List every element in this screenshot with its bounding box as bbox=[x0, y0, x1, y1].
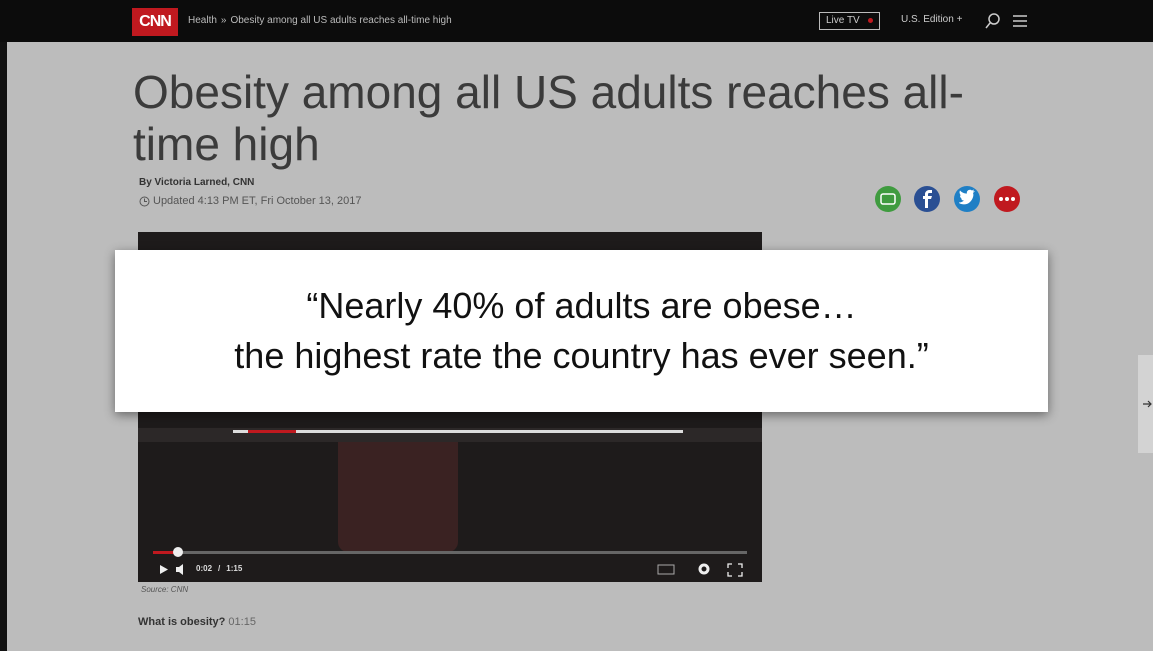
live-tv-label[interactable]: Live TV bbox=[826, 15, 860, 26]
quote-line: “Nearly 40% of adults are obese… bbox=[306, 285, 857, 326]
updated: Updated 4:13 PM ET, Fri October 13, 2017 bbox=[139, 195, 362, 207]
quote-card: “Nearly 40% of adults are obese… the hig… bbox=[115, 250, 1048, 412]
next-arrow bbox=[1143, 400, 1152, 408]
frame-edge bbox=[0, 0, 7, 651]
video-time: 0:02 / 1:15 bbox=[196, 564, 248, 573]
logo[interactable]: CNN bbox=[132, 8, 178, 36]
next-tab[interactable] bbox=[1138, 355, 1153, 453]
email-glyph bbox=[880, 193, 896, 205]
live-tv[interactable]: Live TV bbox=[819, 12, 880, 30]
volume-button[interactable] bbox=[176, 564, 183, 575]
current-time: 0:02 bbox=[196, 564, 213, 573]
progress-handle[interactable] bbox=[173, 547, 183, 557]
search-icon[interactable] bbox=[985, 13, 1000, 29]
menu-icon[interactable] bbox=[1013, 15, 1027, 27]
social-share bbox=[875, 186, 1020, 212]
cc-button[interactable] bbox=[657, 564, 675, 575]
byline: By Victoria Larned, CNN bbox=[139, 177, 255, 188]
facebook-glyph bbox=[923, 190, 932, 208]
scene-bar-accent bbox=[248, 430, 296, 433]
header-icons bbox=[985, 13, 1027, 29]
caption-title[interactable]: What is obesity? bbox=[138, 616, 226, 628]
video-source: Source: CNN bbox=[141, 585, 189, 594]
progress-track bbox=[153, 551, 747, 554]
breadcrumb: Health» Obesity among all US adults reach… bbox=[188, 15, 456, 26]
duration: 1:15 bbox=[226, 564, 243, 573]
video-scene bbox=[338, 432, 458, 552]
email-share[interactable] bbox=[875, 186, 901, 212]
live-dot bbox=[867, 17, 873, 23]
scene-bar bbox=[233, 430, 683, 433]
breadcrumb-separator: » bbox=[220, 15, 227, 26]
time-separator: / bbox=[218, 564, 221, 573]
clock-icon bbox=[139, 196, 150, 206]
twitter-glyph bbox=[959, 189, 975, 205]
quote-line: the highest rate the country has ever se… bbox=[234, 335, 929, 376]
updated-text: Updated 4:13 PM ET, Fri October 13, 2017 bbox=[153, 195, 362, 207]
settings-button[interactable] bbox=[698, 563, 710, 575]
caption-duration: 01:15 bbox=[228, 616, 256, 628]
headline: Obesity among all US adults reaches all-… bbox=[133, 66, 964, 170]
play-button[interactable] bbox=[160, 565, 168, 574]
fullscreen-button[interactable] bbox=[727, 563, 743, 577]
top-bar bbox=[0, 0, 1153, 42]
video-caption[interactable]: What is obesity? 01:15 bbox=[138, 616, 256, 628]
edition[interactable]: U.S. Edition + bbox=[901, 14, 963, 25]
breadcrumb-section[interactable]: Health bbox=[188, 15, 217, 26]
breadcrumb-page: Obesity among all US adults reaches all-… bbox=[230, 15, 452, 26]
progress-played bbox=[153, 551, 178, 554]
more-glyph bbox=[999, 197, 1015, 201]
